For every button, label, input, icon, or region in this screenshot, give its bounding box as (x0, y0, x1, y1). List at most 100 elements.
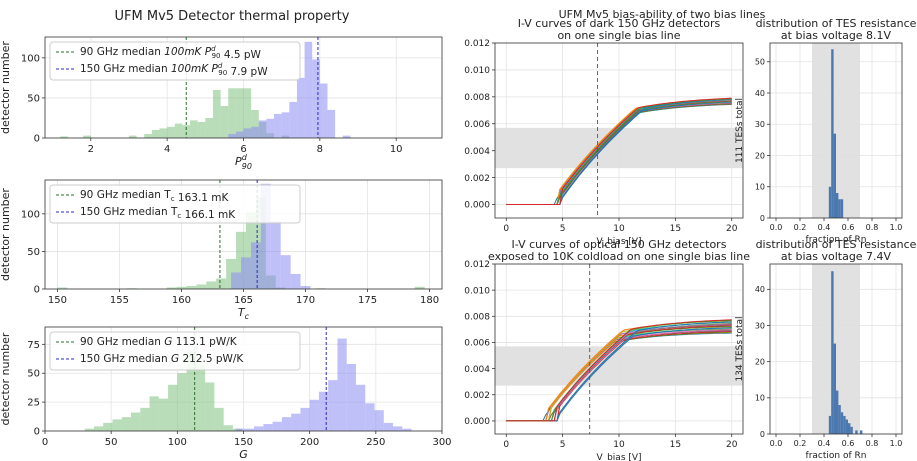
y-tick-label: 0 (760, 214, 765, 223)
iv-curve (506, 319, 732, 422)
plot-frame (769, 263, 903, 435)
histogram-bar (272, 421, 282, 431)
histogram-bar (112, 419, 122, 431)
tes-chart-tes_dark: 0.0 0.2 0.4 0.6 0.8 1.0 0 10 20 30 40 50 distributio… (735, 17, 917, 245)
y-tick-label: 0.000 (464, 417, 490, 427)
x-tick-label: 6 (240, 144, 246, 155)
histogram-bar (174, 123, 183, 138)
histogram-bar (251, 109, 259, 138)
iv-curve (506, 97, 732, 205)
y-tick-label: 0.006 (464, 120, 490, 130)
y-tick-label: 0.002 (464, 391, 490, 401)
y-axis-label: 134 TESs total (735, 316, 745, 381)
x-tick-label: 50 (105, 437, 118, 448)
histogram-bar (223, 425, 233, 431)
histogram-bar (243, 128, 252, 138)
legend-label: 150 GHz median 100mK Pd 90 7.9 pW (80, 62, 268, 78)
histogram-bar (319, 83, 328, 138)
x-tick-label: 10 (613, 224, 625, 234)
histogram-bar (244, 428, 255, 431)
histogram-bar (828, 415, 832, 434)
histogram-bar (281, 112, 290, 138)
legend-label: 150 GHz median G 212.5 pW/K (80, 353, 244, 365)
histogram-bar (355, 384, 366, 431)
histogram-bar (327, 109, 336, 138)
histogram-bar (103, 422, 113, 431)
histogram-bar (93, 426, 104, 431)
y-tick-label: 20 (755, 357, 765, 366)
histogram-bar (220, 105, 229, 138)
histogram-bar (121, 417, 132, 431)
y-tick-label: 0.008 (464, 93, 490, 103)
iv-chart-iv_optical: 0 5 10 15 20 0.000 0.002 0.004 0.006 0.008 0.010 0.… (464, 238, 750, 461)
tes-chart-tes_optical: 0.0 0.2 0.4 0.6 0.8 1.0 0 10 20 30 40 distribution … (735, 238, 917, 461)
x-tick-label: 2 (88, 144, 94, 155)
histogram-bar (206, 281, 217, 289)
y-tick-label: 0 (34, 427, 40, 438)
x-tick-label: 0.6 (842, 223, 855, 232)
x-tick-label: 1.0 (890, 439, 903, 448)
histogram-bar (296, 77, 305, 138)
histogram-bar (383, 422, 394, 431)
histogram-bar (250, 242, 261, 289)
legend-label: 150 GHz median Tc 166.1 mK (80, 206, 236, 221)
histogram-bar (149, 396, 159, 431)
histogram-bar (365, 403, 375, 431)
y-tick-label: 100 (21, 53, 40, 64)
histogram-bar (197, 121, 206, 138)
x-tick-label: 0 (503, 224, 509, 234)
x-tick-label: 1.0 (890, 223, 903, 232)
histogram-bar (831, 49, 834, 218)
y-tick-label: 0.010 (464, 66, 490, 76)
x-tick-label: 0.8 (866, 223, 879, 232)
x-tick-label: 0.6 (842, 439, 855, 448)
histogram-bar (131, 412, 141, 431)
histogram-bar (205, 382, 215, 431)
histogram-bar (144, 133, 152, 138)
histogram-bar (374, 410, 384, 431)
histogram-bar (84, 428, 94, 431)
histogram-bar (840, 199, 844, 218)
y-tick-label: 50 (27, 93, 40, 104)
y-tick-label: 0 (34, 285, 40, 296)
histogram-bar (128, 135, 137, 138)
y-axis-label: detector number (0, 332, 12, 425)
x-tick-label: 5 (560, 224, 566, 234)
x-tick-label: 160 (172, 295, 191, 306)
x-tick-label: 0.2 (794, 439, 807, 448)
chart-title: at bias voltage 7.4V (781, 250, 892, 263)
histogram-bar (140, 407, 150, 431)
x-tick-label: 150 (48, 295, 67, 306)
y-tick-label: 0.010 (464, 286, 490, 296)
histogram-bar (838, 199, 841, 218)
histogram-bar (270, 221, 281, 289)
histogram-bar (281, 417, 292, 431)
plot-frame (769, 42, 903, 219)
histogram-bar (402, 428, 412, 431)
histogram-bar (236, 231, 246, 289)
y-tick-label: 30 (755, 321, 765, 330)
histogram-bar (228, 88, 236, 138)
legend-box (49, 331, 301, 371)
histogram-bar (337, 338, 347, 431)
legend-label: 90 GHz median Tc 163.1 mK (80, 189, 230, 204)
x-tick-label: 20 (726, 224, 738, 234)
y-tick-label: 50 (27, 369, 40, 380)
shaded-band (495, 346, 743, 386)
histogram-bar (83, 135, 91, 138)
legend-box (49, 184, 301, 224)
histogram-bar (254, 426, 264, 431)
x-tick-label: 0.2 (794, 223, 807, 232)
chart-title: I-V curves of dark 150 GHz detectors (518, 17, 721, 30)
y-tick-label: 0.000 (464, 201, 490, 211)
x-tick-label: 15 (670, 440, 681, 450)
histogram-bar (836, 390, 839, 434)
histogram-bar (177, 373, 187, 431)
x-tick-label: 0 (503, 440, 509, 450)
y-tick-label: 0.006 (464, 339, 490, 349)
histogram-bar (176, 286, 187, 289)
histogram-bar (266, 118, 275, 138)
histogram-bar (216, 278, 227, 289)
